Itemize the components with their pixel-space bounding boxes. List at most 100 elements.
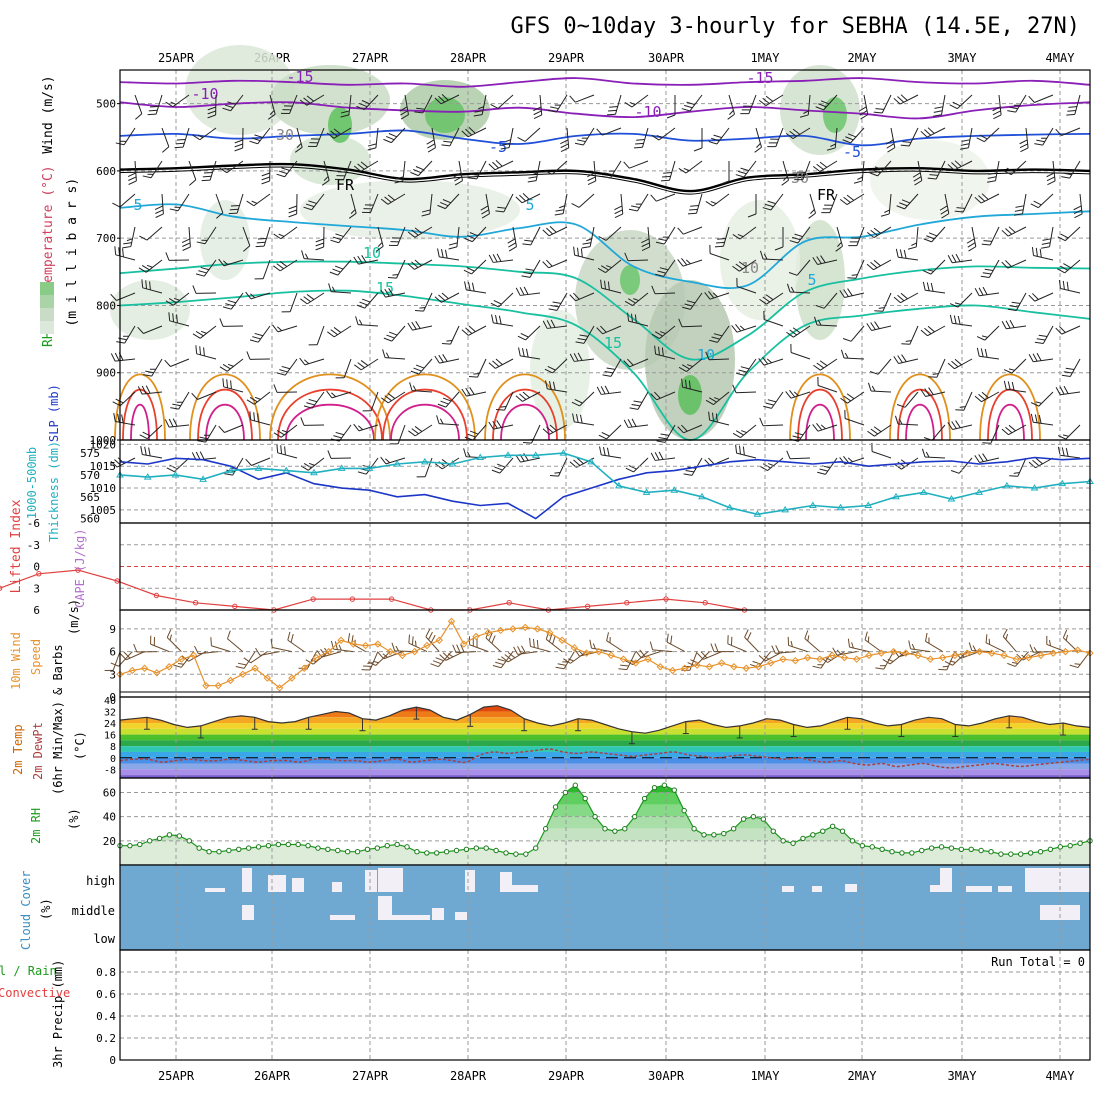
rh-point [1028,851,1032,855]
wind-barb-feather [1033,460,1040,466]
wind-barb-feather [223,378,224,387]
wind-barb-feather [524,240,532,241]
wind-barb [575,95,594,102]
precip-tick-label: 0.2 [96,1032,116,1045]
wind-barb-feather [709,142,717,144]
wind-barb [1050,227,1053,247]
wind-barb-feather [682,109,690,111]
wind-barb-feather [969,642,972,650]
wind-barb-feather [198,271,206,273]
wind-barb-feather [167,630,171,638]
wind-barb-feather [756,143,760,147]
wind-barb-feather [182,243,190,247]
rh-point [1038,850,1042,854]
wind-barb [1075,95,1080,114]
y-axis-label-part: Cloud Cover [19,871,33,950]
date-label-top: 25APR [158,51,195,65]
wind-barb [424,293,432,311]
wind-barb-feather [729,110,733,114]
wind-barb-feather [289,210,297,213]
wind-barb-feather [522,348,524,356]
wind-barb-feather [427,140,434,144]
wind-barb-feather [943,666,949,667]
wind-barb-feather [767,359,771,363]
rh-point [751,814,755,818]
wind-barb-feather [848,639,849,647]
rh-point [474,846,478,850]
temp-color-bands [120,700,1090,778]
rh-point [791,841,795,845]
wind-barb-feather [524,453,529,460]
wind-barb-feather [526,349,528,357]
wind-barb-feather [962,140,970,142]
wind-barb-feather [114,413,116,421]
wind-barb-feather [986,634,987,643]
wind-barb-feather [368,148,376,150]
slp-tick-label: 1005 [90,504,117,517]
wind-barb [717,128,729,144]
wind-barb-feather [496,359,502,365]
wind-barb-feather [661,434,669,435]
wind-barb-feather [590,640,592,648]
y-axis-label-part: 1000-500mb [25,447,39,519]
rh-point [138,842,142,846]
rh-point [623,827,627,831]
wind-barb-feather [847,278,856,279]
wind-barb-feather [1033,354,1037,362]
rh-point [276,842,280,846]
wind-barb-feather [768,400,776,402]
wind-barb-feather [931,283,933,291]
warm-contour [278,390,382,440]
wind-barb-feather [316,247,324,250]
y-axis-label-part: (%) [67,808,81,830]
wind-barb-feather [599,435,607,439]
wind-barb-feather [577,140,585,142]
wind-barb-feather [441,145,449,146]
wind-barb-feather [389,332,397,335]
warm-contour [996,405,1024,440]
wind-barb-feather [358,426,362,430]
wind-barb-feather [632,419,636,427]
rh-point [1019,852,1023,856]
rh-legend-swatch [40,282,54,334]
wind-barb-feather [247,351,250,359]
wind-barb [615,95,621,114]
wind-barb-feather [614,206,622,210]
wind-barb-feather [386,136,394,139]
rh-point [563,790,567,794]
wind-barb-feather [496,160,502,166]
wind-barb [1018,458,1026,476]
wind-barb [466,290,486,293]
rh-tick-label: 60 [103,787,116,800]
wind-barb-feather [628,419,632,427]
slp-tick-label: 1020 [90,438,117,451]
wind-barb-feather [570,295,576,301]
wind-barb-feather [636,140,645,141]
wind-barb-feather [867,431,874,436]
date-label-bottom: 27APR [352,1069,389,1083]
wind-barb-feather [840,199,847,204]
wind-barb-feather [667,115,675,118]
wind-barb [607,641,624,652]
wind-barb-feather [651,195,657,201]
wind-barb [683,227,702,234]
wind-barb-feather [561,144,569,148]
wind-barb-feather [1014,473,1020,474]
wind-barb-feather [1043,239,1051,241]
rh-band [120,778,1090,793]
wind-barb [152,359,162,376]
wind-barb-feather [496,409,505,410]
cloud-high-block [812,886,822,892]
wind-barb-feather [921,330,928,336]
wind-barb-feather [820,361,827,366]
wind-barb-feather [671,636,672,644]
wind-barb [969,128,972,148]
wind-barb-feather [624,162,630,168]
wind-barb-feather [989,639,990,645]
wind-barb-feather [428,148,435,152]
wind-barb-feather [952,255,956,263]
wind-barb-feather [120,654,126,660]
wind-barb [264,227,270,246]
wind-barb [174,458,189,472]
